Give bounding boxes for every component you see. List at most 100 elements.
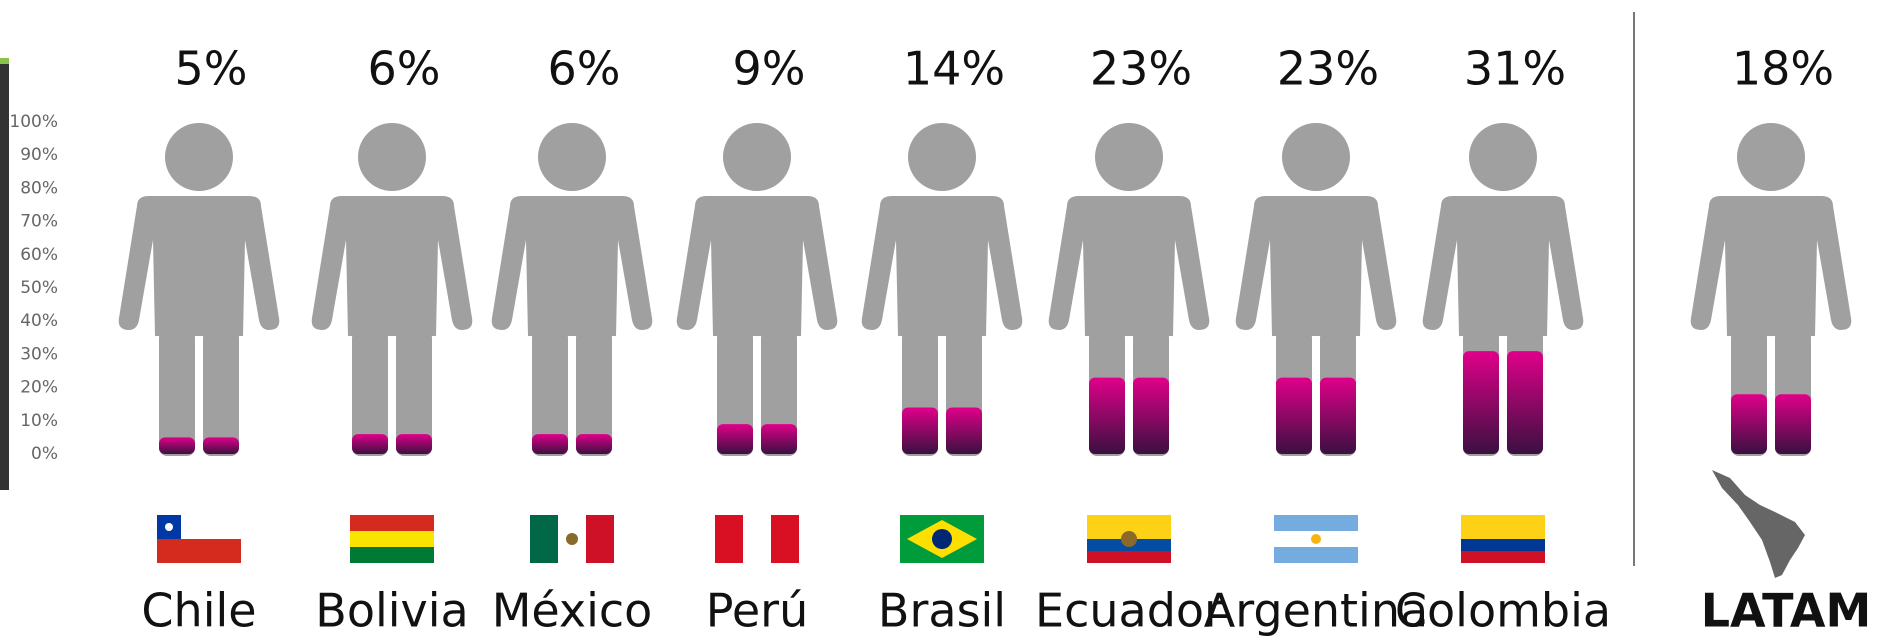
- category-label: Perú: [706, 584, 808, 638]
- leg: [159, 330, 195, 456]
- head: [1095, 123, 1163, 191]
- y-tick-label: 30%: [20, 344, 58, 364]
- head: [908, 123, 976, 191]
- flag-stripe: [1274, 515, 1358, 531]
- head: [165, 123, 233, 191]
- flag-emblem: [1121, 531, 1137, 547]
- flag-stripe: [350, 531, 434, 547]
- category-label: Colombia: [1395, 584, 1611, 638]
- y-tick-label: 10%: [20, 411, 58, 431]
- torso: [311, 196, 473, 336]
- value-fill: [1463, 351, 1543, 454]
- head: [1469, 123, 1537, 191]
- person-figure: [1235, 123, 1397, 456]
- leg: [396, 330, 432, 456]
- flag-stripe: [1461, 515, 1545, 527]
- y-tick-label: 0%: [31, 444, 58, 464]
- value-label: 6%: [368, 42, 441, 96]
- value-fill: [159, 437, 239, 454]
- person-figure: [118, 123, 280, 456]
- flag-stripe: [743, 515, 771, 563]
- flag: [350, 515, 434, 563]
- leg: [352, 330, 388, 456]
- leg-fill: [1089, 377, 1125, 454]
- leg-fill: [1507, 351, 1543, 454]
- leg: [532, 330, 568, 456]
- person-figure: [861, 123, 1023, 456]
- flag: [900, 515, 984, 563]
- flag-stripe: [1461, 539, 1545, 551]
- leg-fill: [576, 434, 612, 454]
- value-fill: [717, 424, 797, 454]
- flag-stripe: [715, 515, 743, 563]
- category-label: Brasil: [878, 584, 1006, 638]
- value-label: 6%: [548, 42, 621, 96]
- leg-fill: [532, 434, 568, 454]
- value-fill: [1276, 377, 1356, 454]
- value-fill: [1089, 377, 1169, 454]
- category-label: México: [492, 584, 653, 638]
- head: [1737, 123, 1805, 191]
- flag-stripe: [771, 515, 799, 563]
- torso: [491, 196, 653, 336]
- value-fill: [902, 407, 982, 454]
- flag-stripe: [1274, 547, 1358, 563]
- person-figure: [311, 123, 473, 456]
- head: [723, 123, 791, 191]
- person-figure: [491, 123, 653, 456]
- flag: [1087, 515, 1171, 563]
- category-label: Ecuador: [1035, 584, 1223, 638]
- flag-stripe: [350, 515, 434, 531]
- leg-fill: [396, 434, 432, 454]
- leg-fill: [1133, 377, 1169, 454]
- y-tick-label: 60%: [20, 245, 58, 265]
- y-tick-label: 50%: [20, 278, 58, 298]
- flag: [1461, 515, 1545, 563]
- flag-stripe: [586, 515, 614, 563]
- flag: [715, 515, 799, 563]
- value-label: 31%: [1464, 42, 1566, 96]
- y-tick-label: 20%: [20, 378, 58, 398]
- leg-fill: [159, 437, 195, 454]
- flag: [1274, 515, 1358, 563]
- left-edge: [0, 58, 9, 490]
- value-label: 5%: [175, 42, 248, 96]
- flag: [157, 515, 241, 563]
- leg-fill: [1731, 394, 1767, 454]
- torso: [861, 196, 1023, 336]
- value-label: 23%: [1090, 42, 1192, 96]
- y-tick-label: 100%: [9, 112, 58, 132]
- torso: [1048, 196, 1210, 336]
- flag-globe: [932, 529, 952, 549]
- flag-stripe: [157, 539, 241, 563]
- leg-fill: [1276, 377, 1312, 454]
- person-figure: [676, 123, 838, 456]
- head: [538, 123, 606, 191]
- left-edge-accent: [0, 58, 9, 64]
- value-label: 18%: [1732, 42, 1834, 96]
- leg: [203, 330, 239, 456]
- head: [358, 123, 426, 191]
- value-fill: [352, 434, 432, 454]
- leg-fill: [203, 437, 239, 454]
- value-label: 9%: [733, 42, 806, 96]
- flag-sun: [1311, 534, 1321, 544]
- leg-fill: [1463, 351, 1499, 454]
- category-label: LATAM: [1701, 584, 1872, 638]
- category-label: Bolivia: [315, 584, 468, 638]
- y-tick-label: 40%: [20, 311, 58, 331]
- category-label: Argentina: [1204, 584, 1428, 638]
- torso: [1235, 196, 1397, 336]
- flag: [530, 515, 614, 563]
- leg: [576, 330, 612, 456]
- head: [1282, 123, 1350, 191]
- flag-stripe: [1087, 551, 1171, 563]
- torso: [676, 196, 838, 336]
- torso: [1690, 196, 1852, 336]
- flag-emblem: [566, 533, 578, 545]
- flag-star: [165, 523, 173, 531]
- leg-fill: [946, 407, 982, 454]
- y-tick-label: 70%: [20, 212, 58, 232]
- flag-stripe: [350, 547, 434, 563]
